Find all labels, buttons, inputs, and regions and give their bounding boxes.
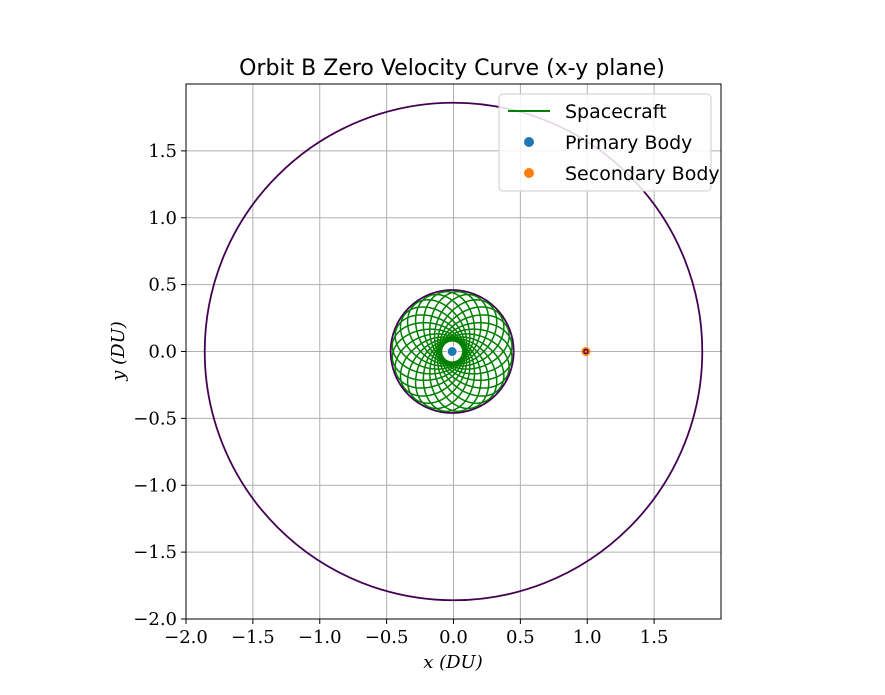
zvc-outer-curve [203, 101, 704, 602]
x-tick-label: 0.0 [439, 627, 468, 648]
x-tick-label: 1.5 [640, 627, 669, 648]
y-tick-label: −0.5 [133, 408, 177, 429]
y-tick-label: −1.5 [133, 542, 177, 563]
secondary-lobe-overlay [583, 348, 589, 355]
secondary-body-marker [581, 347, 591, 356]
plot-area [203, 101, 704, 602]
y-axis-label: y (DU) [108, 321, 129, 382]
x-tick-label: −1.0 [298, 627, 342, 648]
y-tick-label: 0.5 [148, 275, 177, 296]
x-tick-label: 1.0 [573, 627, 602, 648]
y-tick-label: −2.0 [133, 609, 177, 630]
legend: Spacecraft Primary Body Secondary Body [498, 93, 720, 192]
x-tick-label: 0.5 [506, 627, 535, 648]
y-tick-label: 0.0 [148, 342, 177, 363]
legend-label: Spacecraft [565, 101, 667, 123]
y-tick-label: 1.5 [148, 141, 177, 162]
primary-body-marker [446, 346, 458, 357]
x-tick-label: −1.5 [231, 627, 275, 648]
legend-label: Primary Body [565, 132, 692, 154]
legend-box [498, 93, 712, 192]
chart-title: Orbit B Zero Velocity Curve (x-y plane) [239, 56, 665, 81]
y-tick-label: 1.0 [148, 208, 177, 229]
y-tick-label: −1.0 [133, 475, 177, 496]
legend-marker-swatch [524, 137, 534, 147]
spacecraft-trajectory [391, 290, 513, 413]
axis-ticks: −2.0 −1.5 −1.0 −0.5 0.0 0.5 1.0 1.5 −2.0 −1.5 −1.0… [133, 141, 668, 648]
x-tick-label: −0.5 [365, 627, 409, 648]
x-tick-label: −2.0 [164, 627, 208, 648]
zvc-inner-curve [389, 289, 515, 414]
legend-marker-swatch [524, 168, 534, 178]
legend-label: Secondary Body [565, 163, 720, 185]
x-axis-label: x (DU) [423, 652, 483, 673]
